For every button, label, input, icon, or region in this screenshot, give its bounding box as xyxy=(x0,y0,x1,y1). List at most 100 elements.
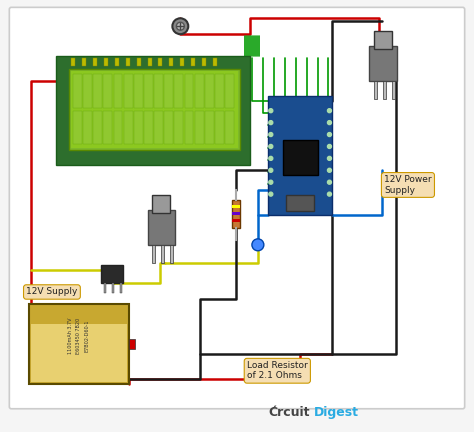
Bar xyxy=(29,305,128,384)
Bar xyxy=(191,58,195,66)
Bar xyxy=(93,58,97,66)
Bar xyxy=(56,56,250,165)
Bar xyxy=(153,245,155,263)
Bar xyxy=(169,58,173,66)
Bar xyxy=(103,111,112,144)
Bar xyxy=(232,200,240,228)
Circle shape xyxy=(328,168,331,172)
Circle shape xyxy=(328,180,331,184)
Bar xyxy=(73,111,82,144)
Bar xyxy=(104,58,108,66)
Bar xyxy=(232,212,240,215)
Bar xyxy=(374,31,392,49)
Bar xyxy=(162,245,164,263)
Bar xyxy=(147,210,175,245)
Circle shape xyxy=(173,18,188,34)
Bar xyxy=(144,74,153,108)
Bar xyxy=(174,74,183,108)
Bar xyxy=(154,74,163,108)
Circle shape xyxy=(328,192,331,196)
Bar xyxy=(202,58,206,66)
Circle shape xyxy=(269,144,273,149)
Bar xyxy=(71,71,238,149)
Bar xyxy=(154,111,163,144)
Bar xyxy=(93,111,102,144)
Circle shape xyxy=(328,121,331,124)
Text: 1100mAh 3.7V: 1100mAh 3.7V xyxy=(68,318,73,355)
Bar xyxy=(225,74,234,108)
Circle shape xyxy=(269,192,273,196)
Bar xyxy=(126,58,129,66)
Circle shape xyxy=(269,168,273,172)
Circle shape xyxy=(269,156,273,160)
Bar xyxy=(124,111,133,144)
Circle shape xyxy=(269,133,273,137)
Bar xyxy=(134,111,143,144)
Bar xyxy=(153,195,170,213)
Bar xyxy=(124,74,133,108)
Bar xyxy=(170,245,173,263)
Bar xyxy=(73,74,82,108)
Circle shape xyxy=(176,22,184,30)
Bar xyxy=(112,283,114,292)
Bar xyxy=(114,111,122,144)
Bar xyxy=(205,111,214,144)
Bar xyxy=(103,74,112,108)
Bar xyxy=(374,81,377,99)
Bar xyxy=(158,58,163,66)
Circle shape xyxy=(328,156,331,160)
Text: 12V Power
Supply: 12V Power Supply xyxy=(384,175,432,195)
Bar xyxy=(283,140,318,175)
Bar xyxy=(369,46,397,81)
Bar xyxy=(114,74,122,108)
Bar xyxy=(392,81,395,99)
Bar xyxy=(174,111,183,144)
Circle shape xyxy=(328,133,331,137)
Bar xyxy=(195,111,204,144)
Circle shape xyxy=(269,121,273,124)
Bar xyxy=(83,74,92,108)
Bar xyxy=(215,111,224,144)
Bar xyxy=(147,58,152,66)
Bar xyxy=(71,58,75,66)
Bar xyxy=(137,58,141,66)
Bar xyxy=(115,58,118,66)
Bar xyxy=(180,58,184,66)
Text: 12V Supply: 12V Supply xyxy=(26,287,78,296)
Bar xyxy=(69,69,240,150)
Bar xyxy=(134,74,143,108)
Bar xyxy=(195,74,204,108)
Bar xyxy=(120,283,122,292)
Bar xyxy=(82,58,86,66)
Bar xyxy=(225,111,234,144)
Bar xyxy=(128,339,135,349)
Bar xyxy=(215,74,224,108)
Text: Ćrcuit: Ćrcuit xyxy=(268,406,310,419)
Text: E7B02-D60-1: E7B02-D60-1 xyxy=(84,320,90,353)
Bar xyxy=(184,111,193,144)
Bar xyxy=(205,74,214,108)
Circle shape xyxy=(269,180,273,184)
Bar xyxy=(268,96,332,215)
Circle shape xyxy=(269,109,273,113)
Bar xyxy=(93,74,102,108)
Bar xyxy=(213,58,217,66)
Bar xyxy=(101,265,123,283)
Bar xyxy=(232,219,240,222)
Text: Load Resistor
of 2.1 Ohms: Load Resistor of 2.1 Ohms xyxy=(247,361,308,381)
Text: E603450 7B20: E603450 7B20 xyxy=(76,318,82,354)
Bar xyxy=(286,195,313,211)
Circle shape xyxy=(328,109,331,113)
Circle shape xyxy=(328,144,331,149)
Bar xyxy=(232,205,240,208)
Bar xyxy=(383,81,386,99)
Bar xyxy=(83,111,92,144)
Text: Digest: Digest xyxy=(313,406,358,419)
Bar xyxy=(104,283,106,292)
Bar xyxy=(144,111,153,144)
Bar xyxy=(164,111,173,144)
Bar xyxy=(184,74,193,108)
Bar xyxy=(164,74,173,108)
FancyBboxPatch shape xyxy=(9,7,465,409)
Bar xyxy=(31,324,127,382)
